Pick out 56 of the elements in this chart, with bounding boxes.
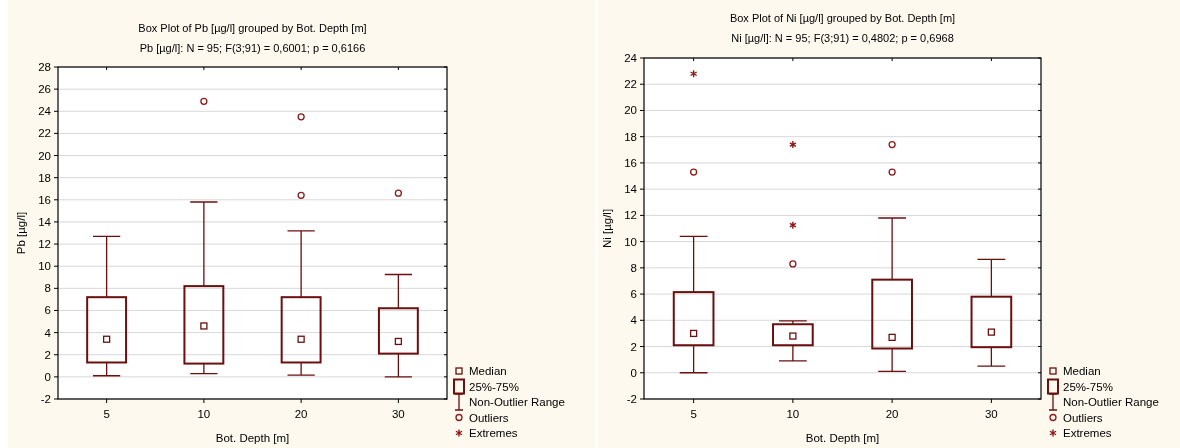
y-tick-label: 2 <box>44 348 51 361</box>
x-tick-label: 20 <box>294 408 308 420</box>
x-tick-label: 10 <box>197 408 211 420</box>
y-tick-label: 24 <box>624 52 638 64</box>
y-tick-label: 2 <box>630 340 637 353</box>
y-tick-label: 8 <box>44 282 51 295</box>
y-tick-label: 22 <box>624 78 637 91</box>
text: Median <box>1063 365 1101 377</box>
text: Non-Outlier Range <box>1063 396 1159 408</box>
x-tick-label: 30 <box>391 408 405 420</box>
text: Median <box>469 365 507 377</box>
text: Non-Outlier Range <box>469 396 565 408</box>
y-tick-label: 6 <box>44 304 51 317</box>
legend-label: Extremes <box>469 427 518 439</box>
y-tick-label: 10 <box>624 235 637 248</box>
text: Outliers <box>469 411 509 424</box>
x-tick-label: 20 <box>885 408 899 420</box>
y-tick-label: 10 <box>38 260 51 273</box>
y-tick-label: 4 <box>44 326 52 339</box>
x-tick-label: 5 <box>690 408 697 420</box>
y-tick-label: 8 <box>630 261 637 274</box>
y-tick-label: 26 <box>38 83 51 96</box>
y-tick-label: 16 <box>38 193 51 206</box>
y-tick-label: 20 <box>38 149 51 162</box>
chart-title: Box Plot of Pb [µg/l] grouped by Bot. Depth [m] <box>138 22 367 34</box>
y-tick-label: 22 <box>38 127 51 140</box>
y-tick-label: 28 <box>38 61 51 73</box>
text: 25%-75% <box>469 380 519 393</box>
y-tick-label: 4 <box>630 314 638 327</box>
chart-title: Box Plot of Ni [µg/l] grouped by Bot. Depth [m] <box>729 12 956 24</box>
x-axis-title: Bot. Depth [m] <box>215 432 290 444</box>
y-tick-label: 16 <box>624 156 637 169</box>
y-tick-label: 12 <box>624 209 637 222</box>
chart-subtitle: Ni [µg/l]: N = 95; F(3;91) = 0,4802; p = 0,6968 <box>731 32 954 44</box>
y-tick-label: 12 <box>38 238 51 251</box>
x-axis-title: Bot. Depth [m] <box>805 432 880 444</box>
y-tick-label: -2 <box>626 393 637 405</box>
y-axis-title: Pb [µg/l] <box>15 211 27 255</box>
y-tick-label: 0 <box>44 370 51 383</box>
y-tick-label: 18 <box>38 171 51 184</box>
y-tick-label: 14 <box>38 215 52 228</box>
x-tick-label: 30 <box>984 408 998 420</box>
chart-subtitle: Pb [µg/l]: N = 95; F(3;91) = 0,6001; p = 0,6166 <box>139 42 366 54</box>
y-tick-label: 0 <box>630 366 637 379</box>
y-tick-label: 14 <box>624 183 638 196</box>
text: 25%-75% <box>1063 380 1113 393</box>
x-tick-label: 5 <box>103 408 110 420</box>
y-tick-label: 18 <box>624 130 637 143</box>
x-tick-label: 10 <box>786 408 800 420</box>
y-tick-label: 24 <box>38 105 52 118</box>
y-tick-label: 6 <box>630 288 637 301</box>
y-tick-label: -2 <box>40 393 51 405</box>
legend-label: Extremes <box>1063 427 1112 439</box>
y-tick-label: 20 <box>624 104 637 117</box>
text: Outliers <box>1063 411 1103 424</box>
y-axis-title: Ni [µg/l] <box>601 208 613 249</box>
